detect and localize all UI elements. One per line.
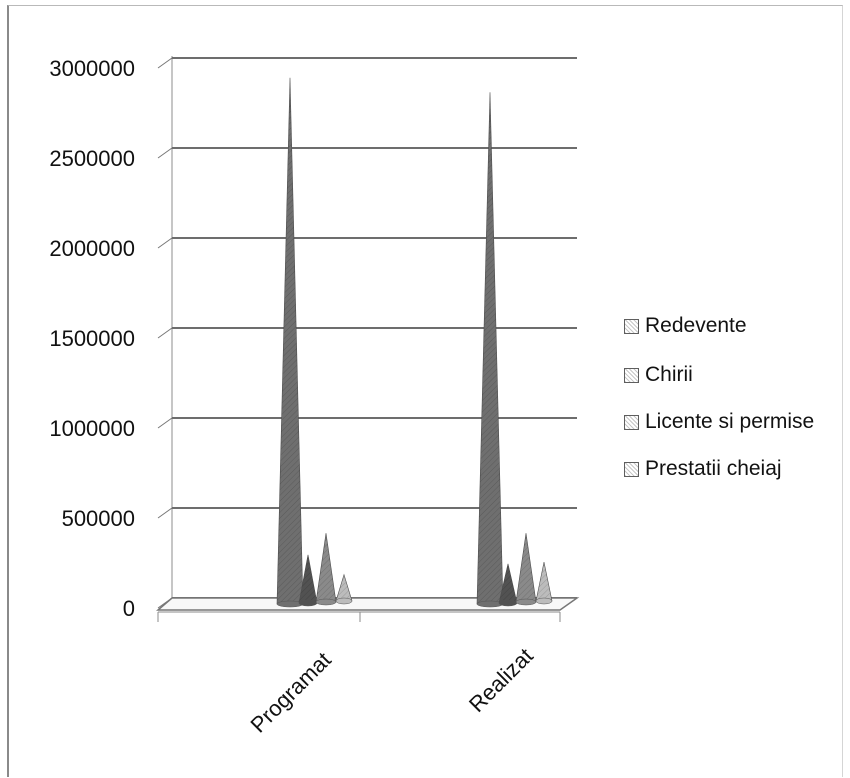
gridline-side-5 [157,147,173,159]
cone-base [335,597,353,605]
cone-base [298,599,318,607]
legend-swatch-prestatii-cheiaj [624,461,639,477]
x-tick-label-0: Programat [246,647,336,737]
cone-base [515,598,537,606]
cone-hatch [299,554,317,603]
legend-swatch-licente-si-permise [624,414,639,430]
legend-item-redevente[interactable]: Redevente [624,312,747,340]
legend-swatch-redevente [624,318,639,334]
cone-hatch [499,563,517,603]
legend-label-prestatii-cheiaj: Prestatii cheiaj [645,457,782,480]
legend-label-chirii: Chirii [645,363,693,386]
y-tick-label: 3000000 [49,56,135,81]
chart-area [7,5,843,777]
legend-item-chirii[interactable]: Chirii [624,361,693,389]
cone-hatch [277,77,303,605]
y-tick-label: 500000 [62,506,135,531]
cone-hatch [336,574,352,601]
cone-base [535,597,553,605]
x-axis-tick-labels: Programat Realizat [246,643,538,737]
cone-hatch [477,92,503,604]
gridlines [157,57,577,609]
gridline-side-2 [157,417,173,429]
cone-hatch [516,533,536,602]
cone-hatch [536,562,552,601]
legend-label-redevente: Redevente [645,314,747,337]
y-tick-label: 2500000 [49,146,135,171]
y-tick-label: 1000000 [49,416,135,441]
gridline-side-3 [157,327,173,339]
y-tick-label: 2000000 [49,236,135,261]
cone-base [315,598,337,606]
gridline-side-6 [157,57,173,69]
gridline-side-4 [157,237,173,249]
y-tick-label: 0 [123,596,135,621]
cone-hatch [316,533,336,602]
legend-label-licente-si-permise: Licente si permise [645,410,815,433]
y-axis-tick-labels: 0 500000 1000000 1500000 2000000 2500000 30000… [49,56,135,621]
legend-item-licente-si-permise[interactable]: Licente si permise [624,408,814,436]
chart-floor [155,597,580,622]
floor-plane [155,597,580,611]
y-tick-label: 1500000 [49,326,135,351]
gridline-side-1 [157,507,173,519]
cone-base [498,599,518,607]
legend: Redevente Chirii Licente si permise Pres… [624,312,846,482]
legend-swatch-chirii [624,367,639,383]
legend-item-prestatii-cheiaj[interactable]: Prestatii cheiaj [624,455,782,483]
cone-series [276,77,553,608]
x-tick-label-1: Realizat [464,643,538,717]
